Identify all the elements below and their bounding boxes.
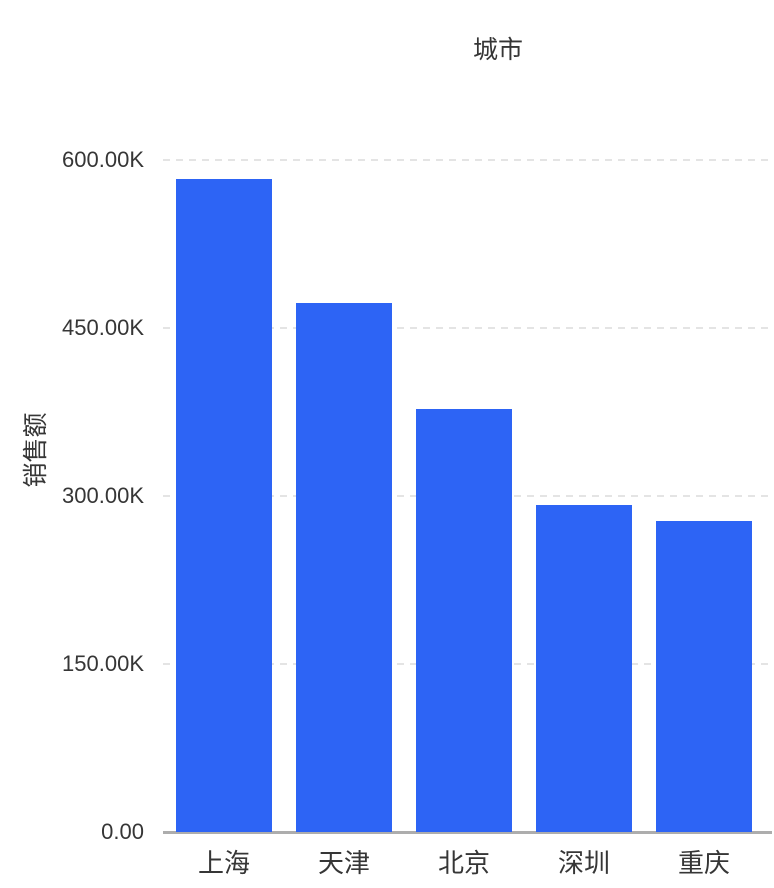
y-tick-label: 450.00K — [62, 315, 144, 340]
bar-深圳[interactable] — [536, 504, 632, 832]
y-axis: 0.00 150.00K 300.00K 450.00K 600.00K — [0, 0, 144, 888]
gridline — [163, 327, 772, 329]
x-tick-label: 天津 — [317, 848, 370, 878]
plot-area — [163, 159, 772, 834]
bar-上海[interactable] — [176, 179, 272, 832]
x-tick-label: 上海 — [197, 848, 250, 878]
x-axis: 上海 天津 北京 深圳 重庆 — [163, 843, 772, 883]
bar-天津[interactable] — [296, 303, 392, 832]
y-tick-label: 150.00K — [62, 651, 144, 676]
gridline — [163, 159, 772, 161]
bar-北京[interactable] — [416, 408, 512, 832]
x-tick-label: 重庆 — [677, 848, 730, 878]
y-tick-label: 600.00K — [62, 147, 144, 172]
chart-title: 城市 — [472, 36, 524, 64]
y-tick-label: 300.00K — [62, 483, 144, 508]
x-axis-baseline — [163, 831, 772, 834]
y-tick-label: 0.00 — [101, 819, 144, 844]
bar-重庆[interactable] — [656, 520, 752, 832]
x-tick-label: 北京 — [437, 848, 490, 878]
x-tick-label: 深圳 — [557, 848, 610, 878]
